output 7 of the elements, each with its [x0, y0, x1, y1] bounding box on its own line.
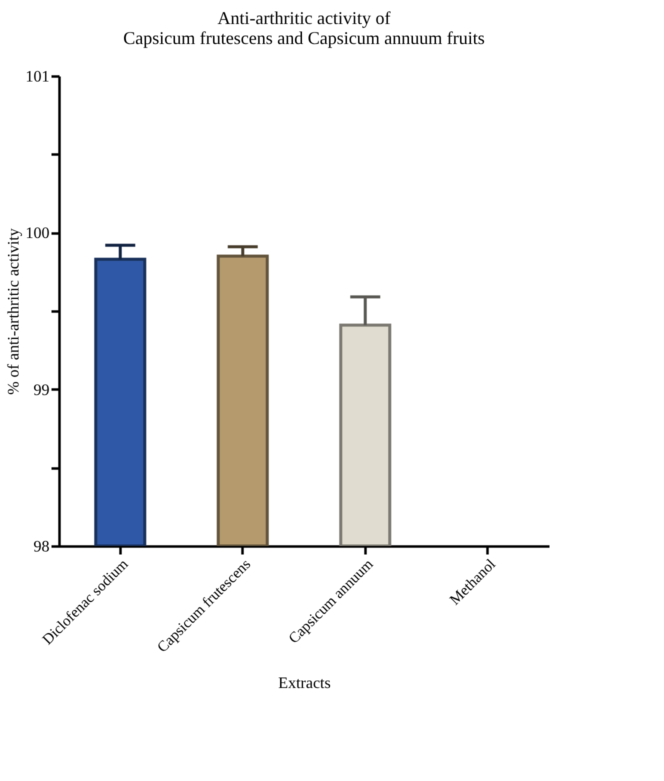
y-tick-label: 99 [34, 382, 50, 399]
y-axis-title: % of anti-arthritic activity [6, 228, 22, 395]
y-tick-label: 100 [26, 225, 50, 242]
x-axis-title: Extracts [278, 675, 331, 692]
y-tick-label: 98 [34, 538, 50, 556]
y-tick-label: 101 [26, 68, 50, 86]
chart-title: Anti-arthritic activity of Capsicum frutescens and Capsicum annuum fruits [123, 8, 485, 48]
